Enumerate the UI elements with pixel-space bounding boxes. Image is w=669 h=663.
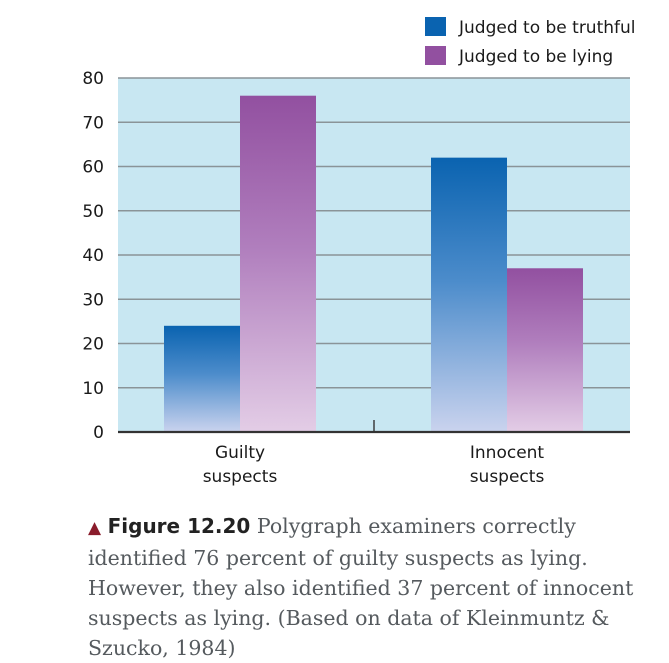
bar-truthful — [431, 157, 507, 432]
figure-label: Figure 12.20 — [107, 514, 251, 538]
figure-caption: ▲ Figure 12.20 Polygraph examiners corre… — [88, 511, 648, 663]
category-label: Innocent — [470, 443, 545, 463]
y-tick-label: 30 — [82, 290, 104, 310]
y-tick-label: 10 — [82, 379, 104, 399]
legend-swatch — [425, 46, 446, 65]
bar-truthful — [164, 325, 240, 432]
caption-triangle-icon: ▲ — [88, 518, 102, 538]
category-label: suspects — [203, 467, 278, 487]
y-tick-label: 40 — [82, 246, 104, 266]
caption-text: Polygraph examiners correctly identified… — [88, 514, 634, 660]
y-tick-label: 60 — [82, 158, 104, 178]
category-label: suspects — [470, 467, 545, 487]
bar-chart: 0 10 20 30 40 50 60 70 80 Guilty suspects Innocent s… — [82, 17, 636, 487]
bar-lying — [507, 268, 583, 432]
bar-lying — [240, 95, 316, 432]
y-tick-label: 20 — [82, 335, 104, 355]
legend-label: Judged to be lying — [458, 47, 613, 67]
legend-label: Judged to be truthful — [458, 18, 636, 38]
category-label: Guilty — [215, 443, 265, 463]
legend-swatch — [425, 17, 446, 36]
y-tick-label: 80 — [82, 69, 104, 89]
y-tick-label: 70 — [82, 113, 104, 133]
y-tick-label: 50 — [82, 202, 104, 222]
y-tick-label: 0 — [93, 423, 104, 443]
